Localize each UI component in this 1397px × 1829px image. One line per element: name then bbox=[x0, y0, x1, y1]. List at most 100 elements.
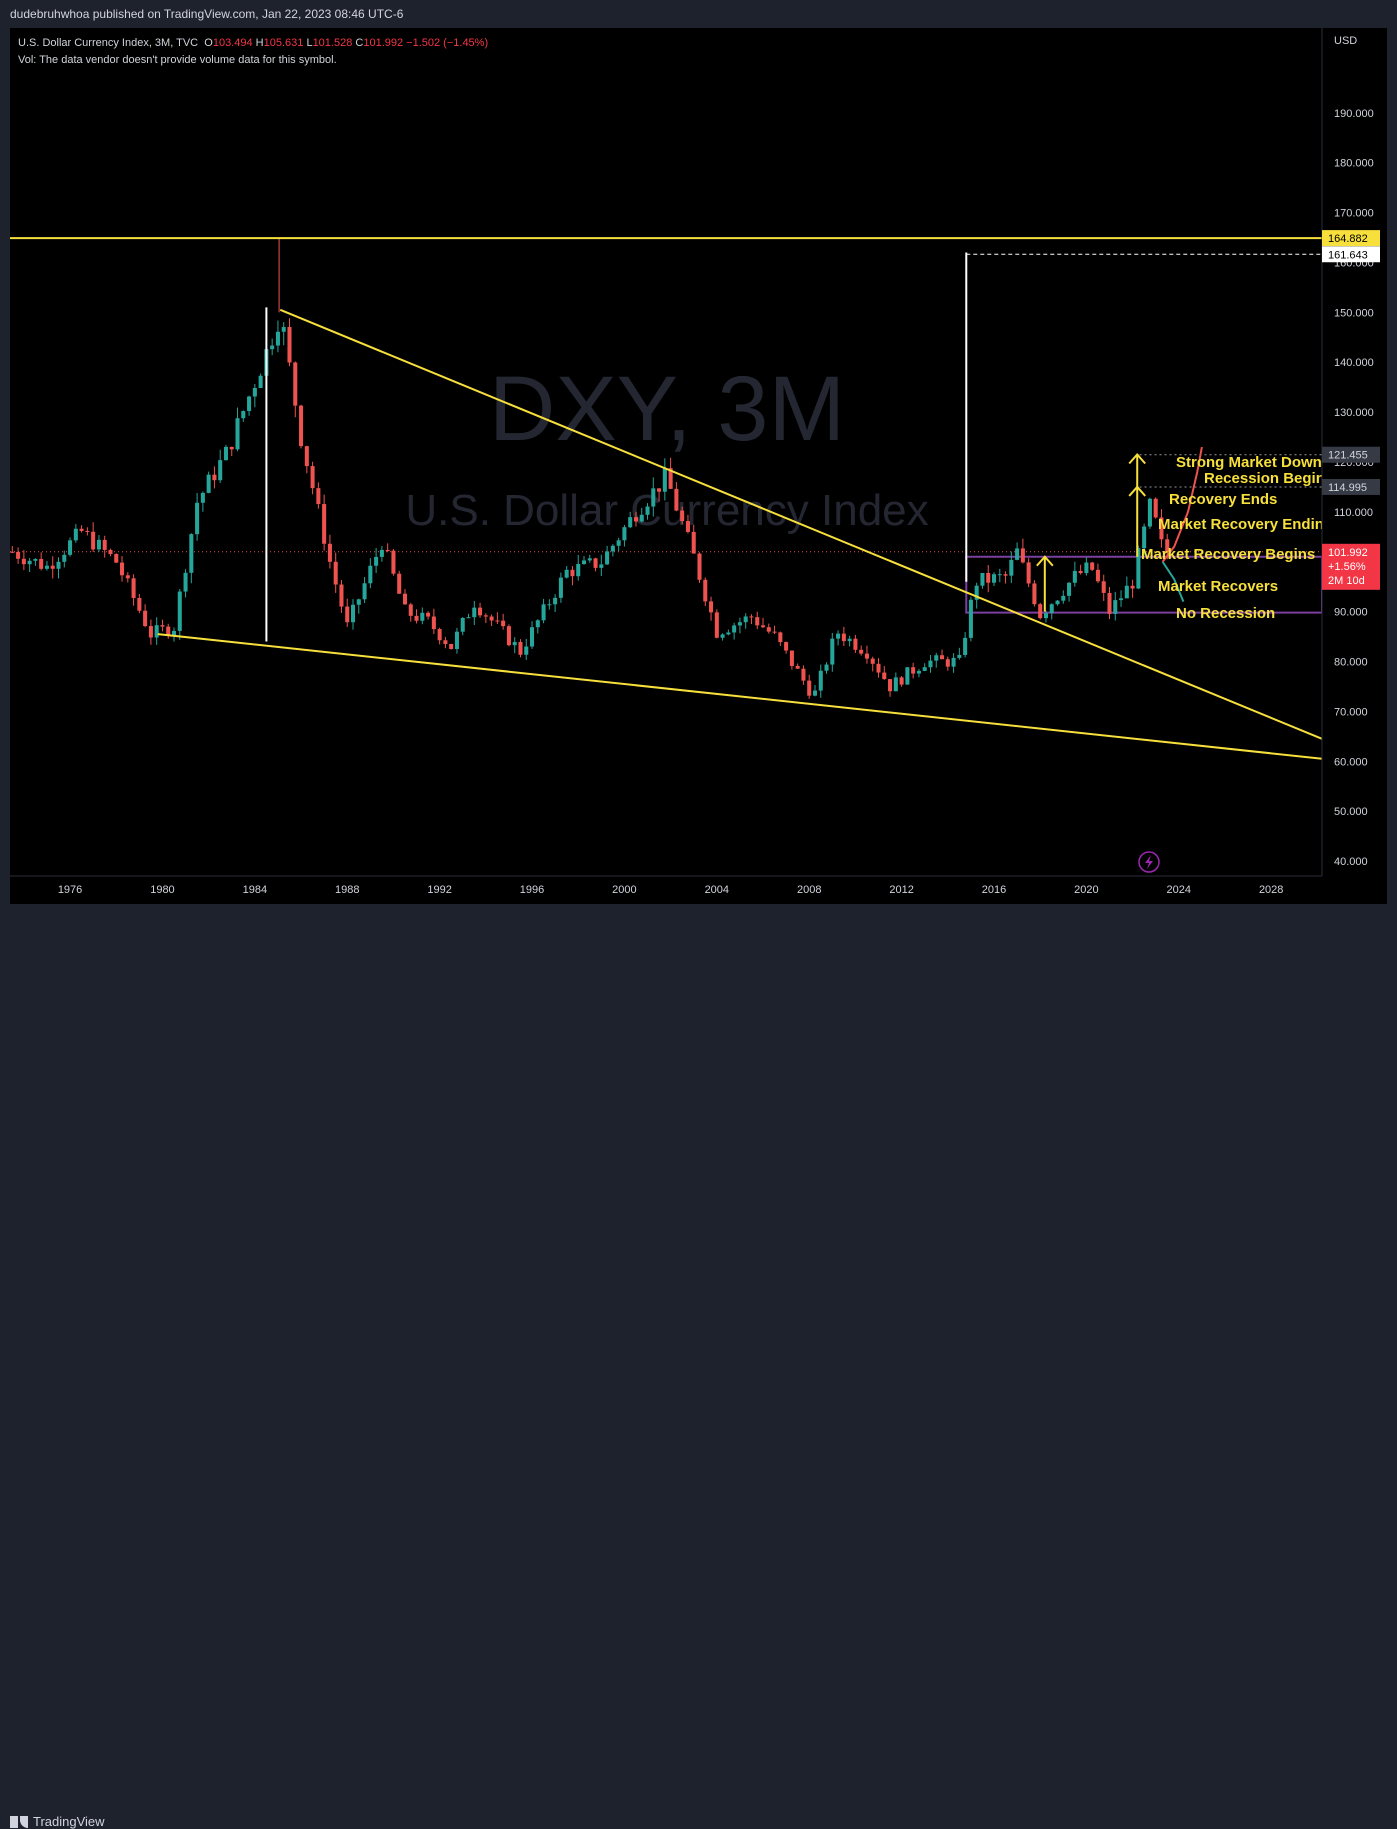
candle-body bbox=[270, 345, 275, 350]
candle-body bbox=[1049, 604, 1054, 614]
time-tick-label: 2000 bbox=[612, 884, 636, 896]
price-chart[interactable]: DXY, 3M U.S. Dollar Currency Index Stron… bbox=[0, 0, 1397, 904]
drawings bbox=[10, 237, 1323, 760]
candle-body bbox=[1026, 562, 1031, 584]
price-tick-label: 150.000 bbox=[1334, 307, 1374, 319]
time-tick-label: 2008 bbox=[797, 884, 821, 896]
price-tick-label: 110.000 bbox=[1334, 507, 1373, 519]
candle-body bbox=[743, 616, 748, 623]
price-badge bbox=[1322, 446, 1380, 463]
low-value: 101.528 bbox=[312, 37, 353, 49]
candle-body bbox=[1124, 585, 1129, 599]
candle-body bbox=[818, 670, 823, 691]
candle-body bbox=[322, 504, 327, 544]
trendline bbox=[279, 308, 1323, 740]
time-axis[interactable]: 1976 1980 1984 1988 1992 1996 2000 2004 2008 2012… bbox=[10, 875, 1322, 896]
candle-body bbox=[980, 572, 985, 586]
price-tick-label: 180.000 bbox=[1334, 158, 1374, 170]
watermark-ticker: DXY, 3M bbox=[489, 358, 845, 460]
candle-body bbox=[1038, 604, 1043, 619]
tradingview-logo-icon bbox=[10, 1815, 28, 1828]
candle-body bbox=[131, 578, 136, 598]
candle-body bbox=[1032, 583, 1037, 605]
candle-body bbox=[737, 622, 742, 626]
candle-body bbox=[189, 534, 194, 573]
price-badge bbox=[1322, 543, 1380, 590]
price-badge-value: 164.882 bbox=[1328, 233, 1368, 245]
candle-body bbox=[420, 612, 425, 621]
candle-body bbox=[143, 610, 148, 627]
candlestick-series bbox=[10, 238, 1203, 699]
time-tick-label: 2012 bbox=[889, 884, 913, 896]
currency-label: USD bbox=[1334, 35, 1357, 47]
candle-body bbox=[281, 327, 286, 332]
candle-body bbox=[68, 540, 73, 555]
candle-body bbox=[685, 521, 690, 532]
candle-body bbox=[1072, 570, 1077, 583]
candle-body bbox=[512, 642, 517, 646]
candle-body bbox=[807, 680, 812, 696]
candle-body bbox=[812, 690, 818, 696]
candle-body bbox=[726, 632, 731, 635]
time-tick-label: 1980 bbox=[150, 884, 174, 896]
projection-red bbox=[1161, 446, 1203, 563]
candle-body bbox=[460, 617, 465, 632]
candle-body bbox=[893, 677, 898, 692]
candle-body bbox=[137, 597, 142, 611]
candle-body bbox=[530, 627, 535, 647]
candle-body bbox=[1136, 548, 1141, 589]
candle-body bbox=[44, 565, 49, 569]
candle-body bbox=[362, 583, 367, 600]
candle-body bbox=[506, 626, 511, 646]
candle-body bbox=[501, 620, 506, 627]
candle-body bbox=[293, 362, 298, 406]
candle-body bbox=[553, 597, 558, 605]
lightning-icon[interactable] bbox=[1138, 851, 1160, 873]
candle-body bbox=[1009, 559, 1014, 576]
candle-body bbox=[830, 638, 835, 665]
candle-body bbox=[997, 574, 1002, 576]
candle-body bbox=[33, 558, 38, 561]
time-tick-label: 1976 bbox=[58, 884, 82, 896]
change-value: −1.502 (−1.45%) bbox=[406, 37, 489, 49]
candle-body bbox=[454, 631, 459, 649]
candle-body bbox=[691, 531, 696, 554]
price-tick-label: 130.000 bbox=[1334, 407, 1374, 419]
candle-body bbox=[374, 556, 379, 566]
candle-body bbox=[633, 517, 638, 522]
candle-body bbox=[125, 575, 130, 579]
candle-body bbox=[645, 506, 650, 515]
candle-body bbox=[39, 558, 44, 569]
high-label: H bbox=[255, 37, 264, 49]
candle-body bbox=[212, 474, 217, 481]
legend: U.S. Dollar Currency Index, 3M, TVC O103… bbox=[18, 35, 488, 69]
candle-body bbox=[171, 630, 177, 636]
price-tick-label: 50.000 bbox=[1334, 806, 1368, 818]
candle-body bbox=[905, 667, 910, 685]
candle-body bbox=[657, 488, 662, 492]
candle-body bbox=[195, 502, 200, 535]
legend-volume: Vol: The data vendor doesn't provide vol… bbox=[18, 54, 337, 66]
candle-body bbox=[27, 560, 32, 565]
candle-body bbox=[772, 631, 777, 633]
candle-body bbox=[709, 601, 714, 613]
candle-body bbox=[911, 667, 916, 674]
candle-body bbox=[1043, 613, 1048, 619]
candle-body bbox=[408, 604, 413, 616]
annotation-label: Strong Market Down bbox=[1176, 454, 1322, 471]
candle-body bbox=[108, 549, 113, 555]
candle-body bbox=[951, 657, 956, 667]
candle-body bbox=[299, 405, 304, 447]
candle-body bbox=[570, 569, 575, 577]
candle-body bbox=[437, 629, 442, 641]
candle-body bbox=[662, 468, 667, 492]
candle-body bbox=[443, 640, 448, 644]
candle-body bbox=[160, 625, 165, 627]
price-axis[interactable]: USD 40.000 50.000 60.000 70.000 80.000 90.000 1… bbox=[1321, 28, 1374, 876]
candle-body bbox=[784, 642, 789, 651]
price-tick-label: 80.000 bbox=[1334, 657, 1368, 669]
candle-body bbox=[449, 643, 454, 649]
tradingview-logo[interactable]: TradingView bbox=[10, 1814, 105, 1829]
close-label: C bbox=[355, 37, 364, 49]
annotation-label: Market Recovery Ending bbox=[1158, 516, 1333, 533]
